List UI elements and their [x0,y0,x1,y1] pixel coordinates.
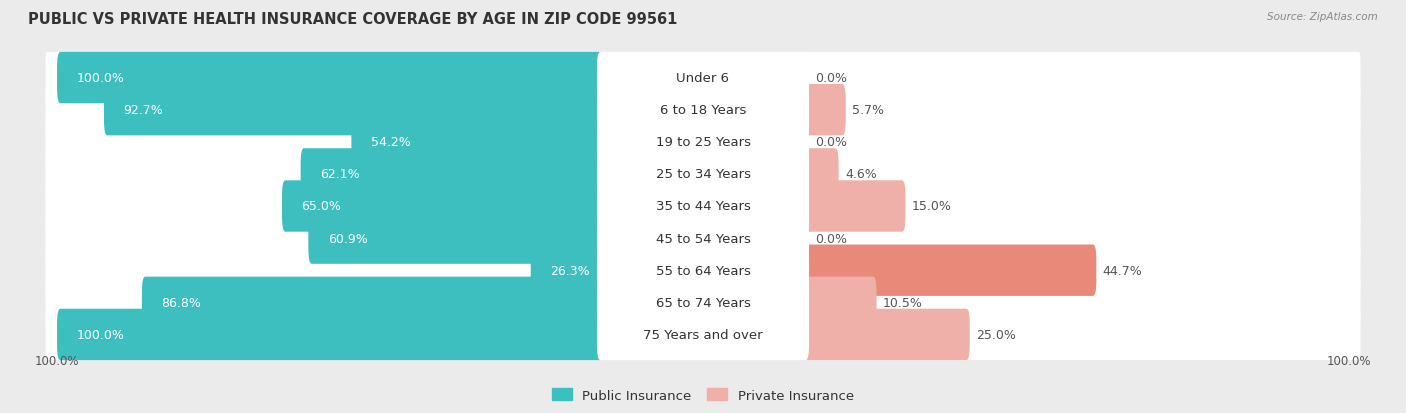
Text: 54.2%: 54.2% [371,136,411,149]
FancyBboxPatch shape [598,245,808,296]
FancyBboxPatch shape [45,277,1361,328]
FancyBboxPatch shape [45,53,1361,104]
FancyBboxPatch shape [58,53,603,104]
Text: 60.9%: 60.9% [328,232,367,245]
FancyBboxPatch shape [45,85,1361,136]
Text: 15.0%: 15.0% [912,200,952,213]
Text: 26.3%: 26.3% [550,264,589,277]
Text: 86.8%: 86.8% [162,296,201,309]
Text: Under 6: Under 6 [676,72,730,85]
Text: 0.0%: 0.0% [815,72,848,85]
Text: PUBLIC VS PRIVATE HEALTH INSURANCE COVERAGE BY AGE IN ZIP CODE 99561: PUBLIC VS PRIVATE HEALTH INSURANCE COVER… [28,12,678,27]
Text: 6 to 18 Years: 6 to 18 Years [659,104,747,117]
Text: 65 to 74 Years: 65 to 74 Years [655,296,751,309]
FancyBboxPatch shape [803,309,970,360]
Text: 65.0%: 65.0% [301,200,342,213]
FancyBboxPatch shape [45,309,1361,360]
FancyBboxPatch shape [142,277,603,328]
Text: 100.0%: 100.0% [1327,354,1371,367]
FancyBboxPatch shape [301,149,603,200]
FancyBboxPatch shape [352,117,603,168]
FancyBboxPatch shape [45,245,1361,296]
Text: 100.0%: 100.0% [76,328,124,341]
FancyBboxPatch shape [530,245,603,296]
FancyBboxPatch shape [283,181,603,232]
Text: Source: ZipAtlas.com: Source: ZipAtlas.com [1267,12,1378,22]
Text: 75 Years and over: 75 Years and over [643,328,763,341]
Text: 100.0%: 100.0% [76,72,124,85]
FancyBboxPatch shape [803,85,845,136]
FancyBboxPatch shape [803,181,905,232]
FancyBboxPatch shape [104,85,603,136]
FancyBboxPatch shape [45,117,1361,168]
FancyBboxPatch shape [803,245,1097,296]
Text: 4.6%: 4.6% [845,168,877,181]
Text: 0.0%: 0.0% [815,232,848,245]
Text: 62.1%: 62.1% [321,168,360,181]
Text: 0.0%: 0.0% [815,136,848,149]
Text: 100.0%: 100.0% [35,354,79,367]
FancyBboxPatch shape [598,53,808,104]
FancyBboxPatch shape [803,277,876,328]
Text: 45 to 54 Years: 45 to 54 Years [655,232,751,245]
FancyBboxPatch shape [803,149,838,200]
FancyBboxPatch shape [308,213,603,264]
FancyBboxPatch shape [45,149,1361,200]
FancyBboxPatch shape [598,117,808,168]
FancyBboxPatch shape [598,213,808,264]
FancyBboxPatch shape [598,181,808,232]
FancyBboxPatch shape [598,309,808,360]
Text: 10.5%: 10.5% [883,296,922,309]
Text: 55 to 64 Years: 55 to 64 Years [655,264,751,277]
Legend: Public Insurance, Private Insurance: Public Insurance, Private Insurance [547,383,859,407]
Text: 44.7%: 44.7% [1102,264,1143,277]
Text: 92.7%: 92.7% [124,104,163,117]
FancyBboxPatch shape [598,149,808,200]
FancyBboxPatch shape [45,213,1361,264]
FancyBboxPatch shape [58,309,603,360]
Text: 5.7%: 5.7% [852,104,884,117]
Text: 25.0%: 25.0% [976,328,1017,341]
FancyBboxPatch shape [598,85,808,136]
FancyBboxPatch shape [598,277,808,328]
Text: 25 to 34 Years: 25 to 34 Years [655,168,751,181]
FancyBboxPatch shape [45,181,1361,232]
Text: 35 to 44 Years: 35 to 44 Years [655,200,751,213]
Text: 19 to 25 Years: 19 to 25 Years [655,136,751,149]
